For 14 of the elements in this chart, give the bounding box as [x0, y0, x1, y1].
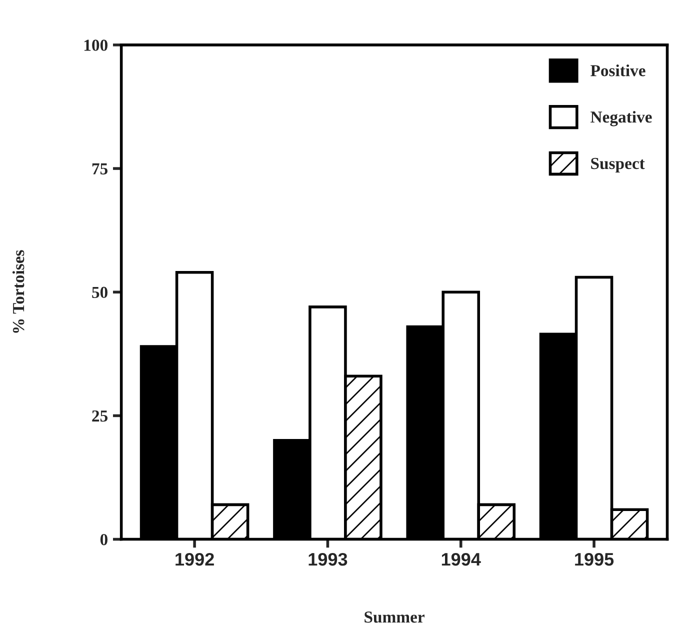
legend-label: Suspect: [591, 158, 645, 172]
x-tick-label: 1994: [442, 552, 481, 566]
y-tick-label: 25: [92, 410, 108, 422]
x-tick-label: 1995: [575, 552, 614, 566]
legend-label: Negative: [590, 110, 652, 126]
y-tick-label: 75: [92, 163, 108, 174]
legend-label: Positive: [590, 64, 646, 76]
y-tick-label: 0: [100, 534, 108, 546]
y-axis-title: % Tortoises: [12, 250, 24, 333]
y-tick-label: 100: [84, 40, 108, 51]
x-tick-label: 1993: [308, 552, 348, 566]
x-tick-label: 1992: [176, 552, 214, 566]
y-tick-label: 50: [92, 286, 108, 298]
x-axis-title: Summer: [364, 612, 424, 623]
